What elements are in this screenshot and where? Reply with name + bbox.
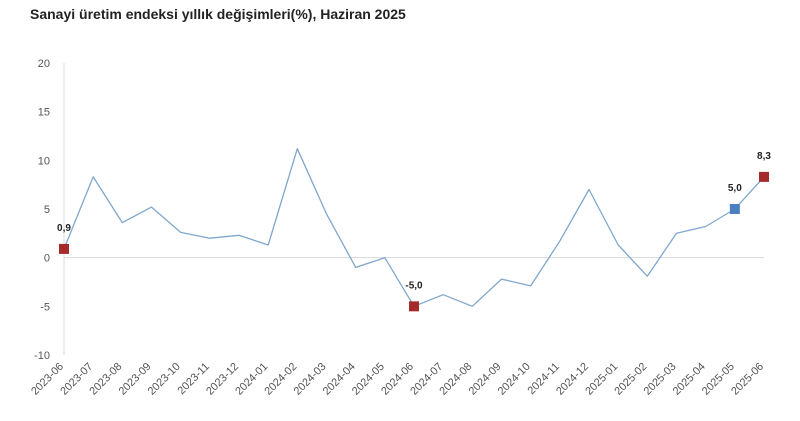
y-tick-label: -10 bbox=[34, 350, 50, 362]
y-tick-label: 0 bbox=[44, 253, 50, 265]
data-label: 0,9 bbox=[57, 223, 71, 234]
x-tick-label: 2024-10 bbox=[496, 361, 533, 398]
x-axis-ticks: 2023-062023-072023-082023-092023-102023-… bbox=[29, 361, 766, 398]
highlight-marker bbox=[759, 171, 769, 182]
axes bbox=[63, 63, 764, 355]
y-tick-label: -5 bbox=[40, 301, 50, 313]
highlight-marker bbox=[59, 243, 69, 254]
highlight-marker bbox=[729, 204, 740, 214]
highlight-marker bbox=[409, 301, 419, 312]
x-tick-label: 2023-10 bbox=[146, 361, 183, 398]
y-axis-ticks: -10 -5 0 5 10 15 20 bbox=[34, 58, 50, 362]
y-tick-label: 15 bbox=[38, 107, 50, 119]
y-tick-label: 20 bbox=[38, 58, 50, 70]
y-tick-label: 10 bbox=[38, 155, 50, 167]
x-tick-label: 2025-06 bbox=[729, 361, 766, 398]
chart-title: Sanayi üretim endeksi yıllık değişimleri… bbox=[30, 6, 406, 22]
data-label: 8,3 bbox=[757, 151, 771, 162]
data-label: -5,0 bbox=[405, 280, 423, 291]
highlight-markers: 0,9 -5,0 5,0 8,3 bbox=[57, 151, 771, 312]
data-label: 5,0 bbox=[728, 183, 742, 194]
y-tick-label: 5 bbox=[44, 204, 50, 216]
